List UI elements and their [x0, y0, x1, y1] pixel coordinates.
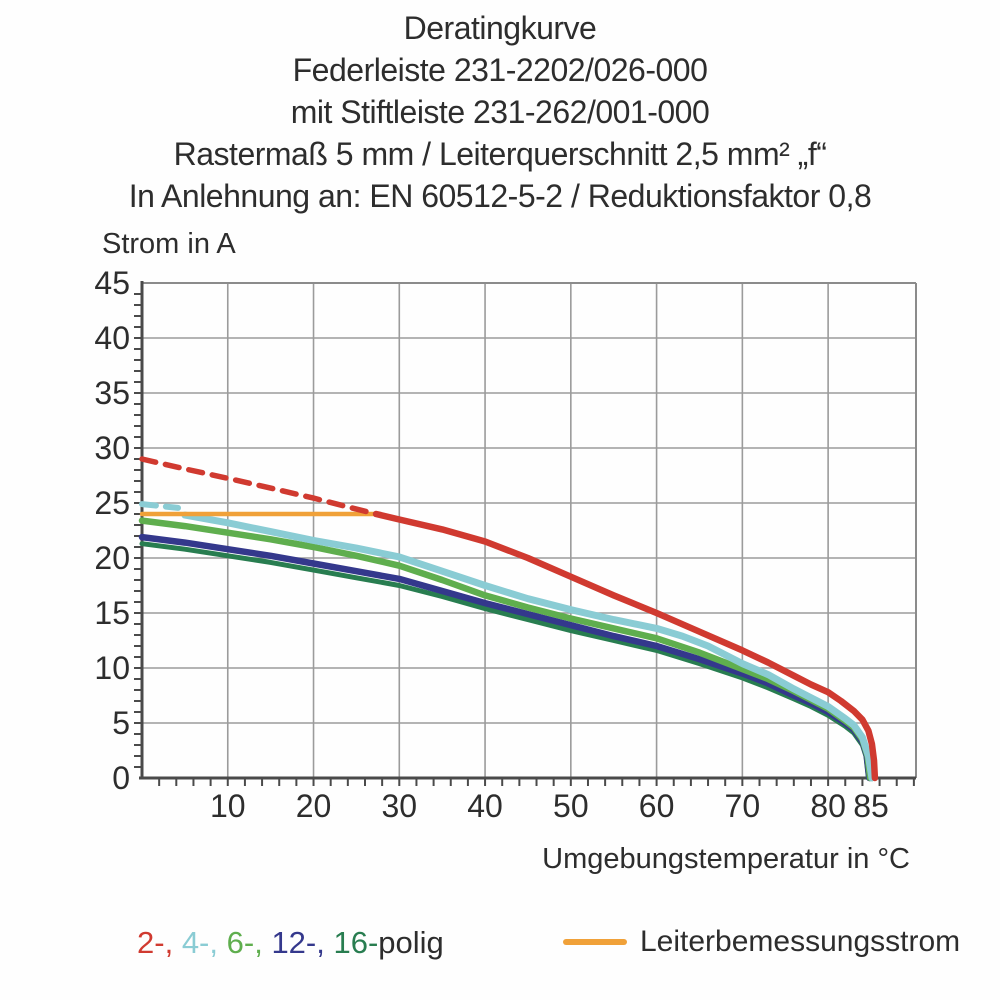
y-tick-label-0: 0: [112, 760, 130, 796]
y-tick-label-40: 40: [94, 320, 130, 356]
x-tick-label-30: 30: [381, 788, 417, 824]
legend-pole-4: 4-,: [181, 925, 218, 960]
y-tick-label-45: 45: [94, 265, 130, 301]
title-line-4: Rastermaß 5 mm / Leiterquerschnitt 2,5 m…: [173, 136, 827, 172]
title-line-3: mit Stiftleiste 231-262/001-000: [290, 94, 710, 130]
legend-poles-suffix: polig: [378, 925, 444, 960]
y-tick-label-30: 30: [94, 430, 130, 466]
legend-rated-current: Leiterbemessungsstrom: [563, 925, 960, 959]
title-line-2: Federleiste 231-2202/026-000: [292, 52, 708, 88]
x-tick-label-10: 10: [210, 788, 246, 824]
rated-current-label: Leiterbemessungsstrom: [640, 925, 961, 958]
x-tick-label-60: 60: [639, 788, 675, 824]
x-tick-label-50: 50: [553, 788, 589, 824]
legend-row: 2-, 4-, 6-, 12-, 16-polig Leiterbemessun…: [0, 925, 1000, 970]
series-2-polig: [372, 510, 879, 782]
y-tick-label-5: 5: [112, 705, 130, 741]
y-tick-label-10: 10: [94, 650, 130, 686]
title-line-1: Deratingkurve: [403, 10, 597, 46]
x-tick-label-85: 85: [853, 788, 889, 824]
rated-current-line-swatch: [563, 939, 627, 945]
y-tick-label-20: 20: [94, 540, 130, 576]
legend-pole-6: 6-,: [226, 925, 263, 960]
y-tick-label-25: 25: [94, 485, 130, 521]
legend-pole-16: 16-: [333, 925, 379, 960]
y-axis-label: Strom in A: [102, 228, 236, 260]
series-4-polig-gestrichelt-: [139, 501, 181, 511]
series-4-polig: [181, 511, 876, 782]
legend-pole-2: 2-,: [137, 925, 174, 960]
x-tick-label-40: 40: [467, 788, 503, 824]
title-line-5: In Anlehnung an: EN 60512-5-2 / Reduktio…: [128, 178, 872, 214]
legend-pole-12: 12-,: [271, 925, 325, 960]
chart-title-block: Deratingkurve Federleiste 231-2202/026-0…: [0, 7, 1000, 217]
y-tick-label-15: 15: [94, 595, 130, 631]
x-tick-label-20: 20: [296, 788, 332, 824]
x-tick-label-70: 70: [725, 788, 761, 824]
legend-poles: 2-, 4-, 6-, 12-, 16-polig: [137, 925, 444, 961]
x-axis-label: Umgebungstemperatur in °C: [542, 843, 910, 875]
y-tick-label-35: 35: [94, 375, 130, 411]
x-tick-label-80: 80: [810, 788, 846, 824]
series-2-polig-gestrichelt-: [139, 456, 379, 517]
